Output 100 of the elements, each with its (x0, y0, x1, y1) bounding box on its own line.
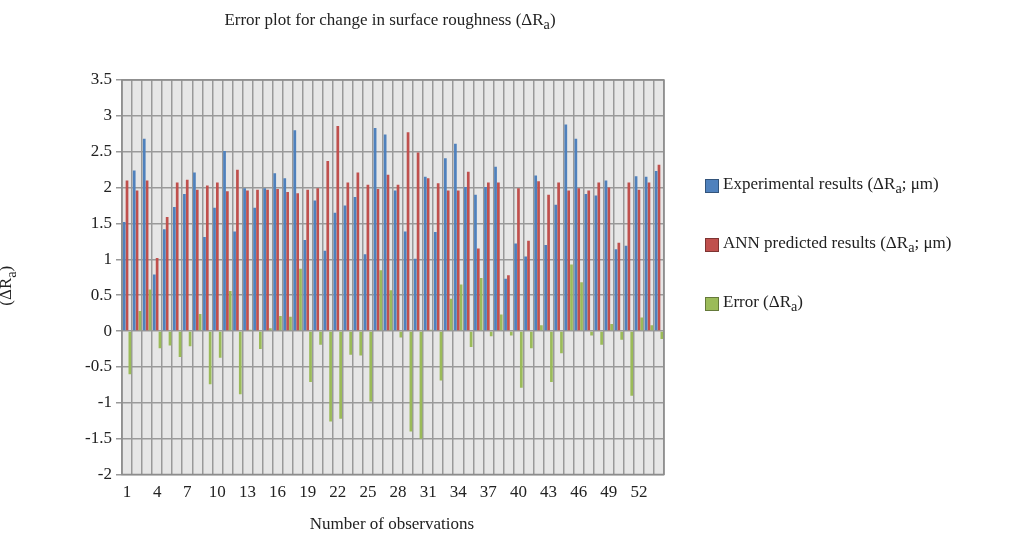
x-tick-label: 13 (238, 482, 256, 502)
y-tick-label: -2 (97, 464, 112, 484)
bar (487, 182, 490, 331)
y-tick-label: -1.5 (85, 428, 112, 448)
bar (529, 331, 533, 349)
bar (489, 331, 493, 337)
y-tick-label: 1.5 (90, 212, 112, 232)
bar (479, 278, 483, 331)
bar (433, 232, 437, 331)
bar (303, 239, 307, 331)
y-tick-label: 3 (103, 105, 112, 125)
bar (534, 175, 538, 331)
bar (446, 190, 450, 331)
bar (617, 242, 621, 331)
bar (173, 206, 176, 331)
bar (226, 191, 229, 331)
bar (195, 189, 199, 331)
bar (524, 256, 528, 331)
x-tick-label: 10 (208, 482, 226, 502)
x-tick-label: 37 (479, 482, 498, 502)
x-tick-label: 46 (570, 482, 588, 502)
bar (256, 189, 259, 331)
bar (152, 274, 156, 331)
bar (640, 317, 644, 331)
bar (389, 290, 393, 331)
bar (456, 190, 460, 331)
bar (537, 181, 540, 331)
bar (162, 229, 166, 331)
bar (444, 158, 447, 331)
y-tick-label: 0 (103, 320, 112, 340)
bar (205, 185, 209, 331)
bar (142, 138, 146, 331)
bar (509, 331, 513, 336)
x-tick-label: 19 (299, 482, 317, 502)
bar (580, 282, 583, 331)
x-tick-label: 25 (359, 482, 377, 502)
bar (293, 130, 297, 331)
bar (650, 325, 654, 331)
bar (436, 183, 440, 331)
y-tick-label: 1 (103, 248, 112, 268)
bar (554, 204, 558, 331)
bar (183, 194, 186, 331)
bar (574, 138, 578, 331)
bar (216, 182, 219, 331)
x-tick-label: 16 (269, 482, 287, 502)
bar (339, 331, 342, 419)
bar (253, 207, 257, 331)
bar (413, 258, 417, 331)
bar (299, 268, 302, 331)
bar (610, 323, 613, 331)
bar (319, 331, 322, 345)
y-tick-label: 3.5 (90, 69, 112, 89)
bar (258, 331, 262, 350)
x-tick-label: 7 (182, 482, 192, 502)
bar (238, 331, 242, 395)
bar (359, 331, 363, 356)
bar (208, 331, 212, 385)
x-tick-label: 34 (449, 482, 468, 502)
bar (269, 328, 272, 331)
bar (218, 331, 222, 358)
bar (316, 188, 320, 331)
bar (132, 170, 136, 331)
bar (497, 182, 500, 331)
bar (349, 331, 353, 355)
legend-label: ANN predicted results (ΔR$_{a}$; μm) (723, 233, 952, 257)
bar (346, 182, 350, 331)
x-tick-label: 22 (329, 482, 347, 502)
x-tick-label: 52 (630, 482, 648, 502)
x-tick-label: 43 (540, 482, 558, 502)
legend-label: Error (ΔR$_{a}$) (723, 292, 804, 316)
bar (660, 331, 664, 339)
y-tick-label: 0.5 (90, 284, 112, 304)
bar (273, 173, 277, 331)
bar (279, 316, 282, 331)
bar (630, 331, 634, 396)
bar (464, 186, 467, 331)
bar (393, 190, 397, 331)
bar (193, 172, 196, 331)
bar (329, 331, 332, 422)
bar (547, 194, 550, 331)
x-tick-label: 1 (122, 482, 132, 502)
x-tick-label: 4 (152, 482, 162, 502)
bar (540, 325, 543, 331)
bar (165, 217, 169, 331)
bar (517, 188, 520, 331)
bar (519, 331, 523, 388)
bar (228, 290, 232, 331)
legend-label: Experimental results (ΔR$_{a}$; μm) (723, 174, 939, 198)
bar (454, 143, 457, 331)
bar (570, 264, 573, 331)
y-tick-label: 2.5 (90, 141, 112, 161)
bar (306, 189, 310, 331)
bar (286, 191, 289, 331)
bar (620, 331, 624, 340)
bar (564, 124, 568, 331)
y-tick-label: -0.5 (85, 356, 112, 376)
bar (296, 193, 299, 331)
bar (233, 231, 236, 331)
bar (494, 166, 497, 331)
bar (544, 245, 548, 331)
